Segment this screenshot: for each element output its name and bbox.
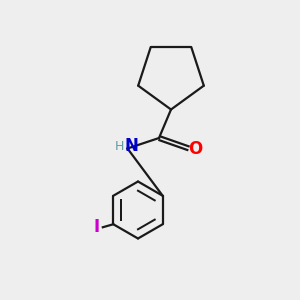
Text: O: O	[188, 140, 203, 158]
Text: I: I	[94, 218, 100, 236]
Text: H: H	[114, 140, 124, 153]
Text: N: N	[124, 137, 138, 155]
